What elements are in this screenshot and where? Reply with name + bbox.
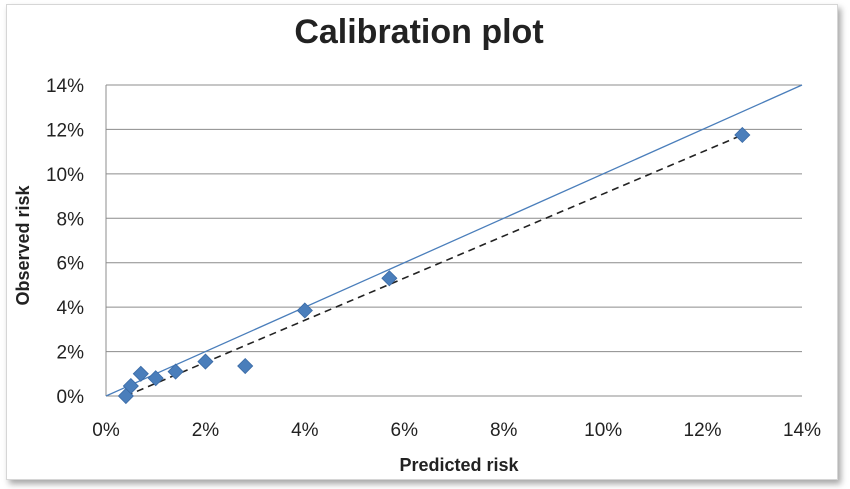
- data-point: [734, 126, 751, 144]
- y-tick-label: 0%: [57, 387, 85, 408]
- y-tick-label: 14%: [46, 76, 84, 97]
- x-tick-label: 10%: [584, 420, 622, 441]
- y-tick-label: 12%: [46, 120, 84, 141]
- fit-line: [125, 134, 743, 397]
- data-point: [147, 370, 164, 387]
- y-tick-label: 6%: [57, 254, 85, 275]
- x-tick-label: 6%: [391, 420, 419, 441]
- reference-line: [105, 84, 803, 397]
- data-point: [237, 357, 254, 375]
- x-tick-label: 12%: [684, 420, 722, 441]
- data-point: [197, 353, 214, 370]
- data-point: [132, 365, 149, 382]
- x-tick-label: 14%: [783, 420, 821, 441]
- data-point: [122, 377, 139, 395]
- chart-frame: Calibration plot 0% 2% 4% 6% 8% 10% 12% 14% 0% 2%…: [6, 4, 838, 480]
- y-axis-title: Observed risk: [13, 184, 33, 305]
- x-tick-label: 0%: [92, 420, 120, 441]
- y-tick-label: 4%: [57, 298, 85, 319]
- y-tick-label: 8%: [57, 209, 85, 230]
- x-tick-label: 2%: [192, 420, 220, 441]
- x-axis-title: Predicted risk: [399, 455, 519, 475]
- chart-title: Calibration plot: [294, 13, 544, 51]
- x-tick-label: 4%: [291, 420, 319, 441]
- data-point: [167, 363, 184, 380]
- calibration-chart: 0% 2% 4% 6% 8% 10% 12% 14% 0% 2% 4% 6% 8% 10% 12% 14% Pr…: [13, 76, 821, 475]
- data-point: [381, 270, 398, 287]
- x-tick-label: 8%: [490, 420, 518, 441]
- data-point: [296, 302, 313, 319]
- y-tick-label: 10%: [46, 165, 84, 186]
- y-tick-label: 2%: [57, 343, 85, 364]
